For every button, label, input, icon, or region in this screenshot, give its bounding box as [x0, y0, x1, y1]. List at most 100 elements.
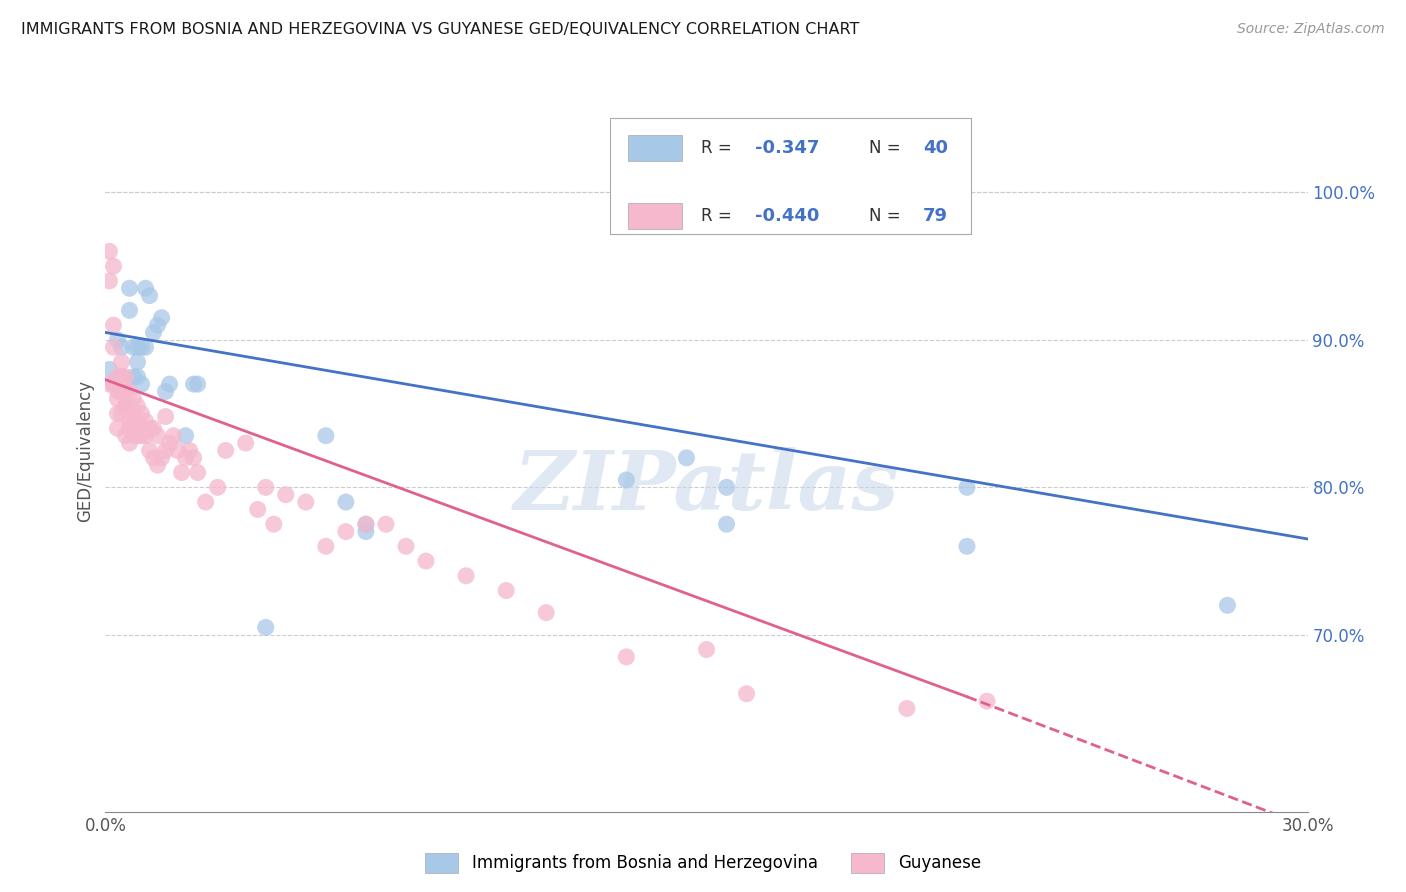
Point [114, 377, 136, 392]
Point [194, 495, 217, 509]
Point [415, 554, 437, 568]
Point [122, 340, 145, 354]
Point [138, 288, 160, 302]
Point [150, 310, 173, 325]
Point [127, 355, 149, 369]
Point [495, 583, 517, 598]
Point [183, 450, 205, 465]
FancyBboxPatch shape [628, 136, 682, 161]
Point [131, 377, 153, 392]
Point [354, 524, 377, 539]
Point [122, 421, 145, 435]
Point [98, 244, 121, 259]
Point [1216, 599, 1239, 613]
Point [142, 326, 165, 340]
Point [335, 495, 357, 509]
Point [187, 377, 209, 392]
Point [616, 473, 638, 487]
Point [122, 407, 145, 421]
Point [127, 414, 149, 428]
Point [127, 369, 149, 384]
Point [735, 687, 758, 701]
Point [107, 421, 129, 435]
Point [696, 642, 718, 657]
Text: 79: 79 [922, 207, 948, 225]
Point [976, 694, 998, 708]
Text: N =: N = [869, 207, 905, 225]
Point [118, 281, 141, 295]
Point [335, 524, 357, 539]
Point [98, 362, 121, 376]
Point [110, 369, 132, 384]
Point [114, 369, 136, 384]
Point [110, 355, 132, 369]
Point [135, 340, 157, 354]
Point [103, 318, 125, 332]
Point [374, 517, 398, 532]
Point [159, 436, 181, 450]
Point [98, 377, 121, 392]
Point [207, 480, 229, 494]
Point [246, 502, 269, 516]
Point [118, 414, 141, 428]
Point [174, 450, 197, 465]
Y-axis label: GED/Equivalency: GED/Equivalency [76, 379, 94, 522]
Text: ZIPatlas: ZIPatlas [513, 447, 900, 526]
Point [354, 517, 377, 532]
Point [183, 377, 205, 392]
Point [118, 399, 141, 413]
Text: R =: R = [700, 207, 737, 225]
Text: -0.347: -0.347 [755, 139, 818, 158]
Point [534, 606, 557, 620]
Point [616, 649, 638, 664]
Point [131, 407, 153, 421]
Point [150, 450, 173, 465]
Point [122, 392, 145, 406]
Point [114, 399, 136, 413]
Point [122, 428, 145, 442]
Point [315, 428, 337, 442]
Point [103, 377, 125, 392]
Point [254, 620, 277, 634]
Point [135, 281, 157, 295]
Point [107, 369, 129, 384]
Point [295, 495, 318, 509]
Point [118, 436, 141, 450]
Point [956, 480, 979, 494]
Point [235, 436, 257, 450]
Point [146, 428, 169, 442]
Point [187, 466, 209, 480]
Point [107, 392, 129, 406]
Point [110, 407, 132, 421]
Point [146, 458, 169, 473]
Point [107, 384, 129, 399]
Point [896, 701, 918, 715]
Point [135, 414, 157, 428]
Point [135, 428, 157, 442]
Point [138, 443, 160, 458]
Point [114, 399, 136, 413]
Point [118, 384, 141, 399]
Point [110, 340, 132, 354]
Point [716, 480, 738, 494]
Text: N =: N = [869, 139, 905, 158]
Point [107, 377, 129, 392]
Point [146, 318, 169, 332]
Point [263, 517, 285, 532]
Point [127, 414, 149, 428]
FancyBboxPatch shape [610, 118, 972, 234]
Point [118, 421, 141, 435]
Point [159, 377, 181, 392]
Point [98, 274, 121, 288]
Point [315, 539, 337, 553]
Point [131, 340, 153, 354]
Point [174, 428, 197, 442]
Point [162, 428, 184, 442]
Point [214, 443, 236, 458]
Point [155, 384, 177, 399]
Point [122, 369, 145, 384]
Point [127, 428, 149, 442]
Point [155, 409, 177, 424]
Point [127, 399, 149, 413]
Point [395, 539, 418, 553]
